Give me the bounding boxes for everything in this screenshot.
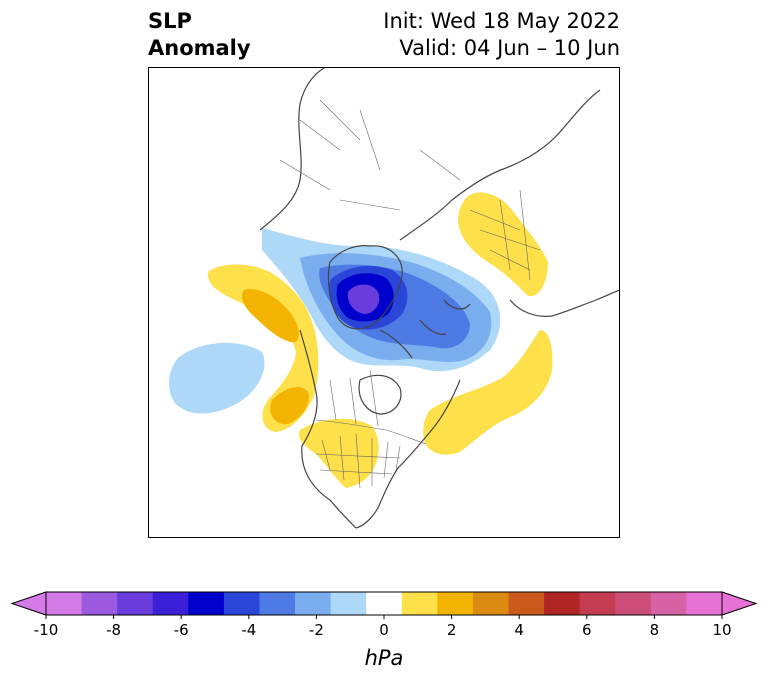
colorbar-tick-label: -8 — [106, 621, 121, 639]
hudson-bay-coast — [358, 374, 402, 415]
north-america-east-coast — [355, 379, 461, 529]
colorbar-extend-max — [721, 591, 758, 616]
asia-borders — [279, 99, 461, 211]
colorbar-tick-label: -6 — [174, 621, 189, 639]
colorbar-bin — [366, 592, 403, 615]
colorbar-tick-label: 0 — [379, 621, 389, 639]
title-line-2: Anomaly — [148, 36, 251, 60]
positive-anomaly-region-atlantic — [423, 330, 553, 455]
colorbar-tick-label: 8 — [650, 621, 660, 639]
colorbar-bin — [437, 592, 474, 615]
colorbar-tick-label: 2 — [447, 621, 457, 639]
russia-coast — [399, 89, 601, 241]
colorbar-bin — [330, 592, 367, 615]
us-canada-border — [315, 419, 427, 445]
title-line-1: SLP — [148, 9, 192, 33]
colorbar-extend-min — [10, 591, 47, 616]
colorbar-bin — [259, 592, 296, 615]
colorbar-bin — [117, 592, 154, 615]
eurasia-coast — [259, 67, 325, 231]
canada-provinces — [329, 369, 379, 427]
colorbar-bin — [188, 592, 225, 615]
init-date: Init: Wed 18 May 2022 — [383, 9, 620, 33]
russia-regions — [469, 189, 541, 281]
colorbar-bin — [401, 592, 438, 615]
colorbar-bin — [544, 592, 581, 615]
valid-range: Valid: 04 Jun – 10 Jun — [399, 36, 620, 60]
colorbar-bin — [223, 592, 260, 615]
coastlines — [259, 67, 620, 529]
positive-anomaly-core-pacific — [270, 386, 309, 425]
colorbar-bin — [472, 592, 510, 615]
slp-anomaly-map — [148, 67, 620, 538]
colorbar-tick-label: -10 — [34, 621, 59, 639]
north-america-west-coast — [299, 329, 357, 529]
negative-anomaly-center — [347, 284, 380, 314]
positive-anomaly-core-alaska — [241, 289, 299, 343]
colorbar-bin — [152, 592, 189, 615]
arctic-islands — [379, 299, 471, 359]
us-state-lines — [315, 433, 401, 489]
colorbar-bin — [615, 592, 652, 615]
europe-coast — [509, 289, 620, 317]
forecast-dates: Init: Wed 18 May 2022 Valid: 04 Jun – 10… — [383, 8, 620, 62]
colorbar-bin — [579, 592, 616, 615]
colorbar-bin — [508, 592, 545, 615]
positive-anomaly-region-scandinavia — [458, 192, 548, 297]
colorbar-unit-label: hPa — [364, 646, 404, 670]
colorbar-bin — [650, 592, 687, 615]
colorbar-bin — [295, 592, 332, 615]
colorbar-bin — [81, 592, 118, 615]
colorbar-tick-label: -4 — [241, 621, 256, 639]
map-frame — [148, 67, 620, 538]
negative-anomaly-region-pacific — [169, 342, 265, 414]
map-title: SLP Anomaly — [148, 8, 251, 62]
colorbar-tick-label: 10 — [712, 621, 731, 639]
greenland-coast — [327, 245, 403, 330]
colorbar-tick-label: 6 — [582, 621, 592, 639]
colorbar: -10 -8 -6 -4 -2 0 2 4 6 8 10 — [10, 591, 758, 639]
borders — [279, 99, 541, 489]
map-panel — [148, 67, 620, 538]
colorbar-tick-label: 4 — [514, 621, 524, 639]
colorbar-bin — [686, 592, 723, 615]
colorbar-tick-label: -2 — [309, 621, 324, 639]
colorbar-bin — [46, 592, 83, 615]
